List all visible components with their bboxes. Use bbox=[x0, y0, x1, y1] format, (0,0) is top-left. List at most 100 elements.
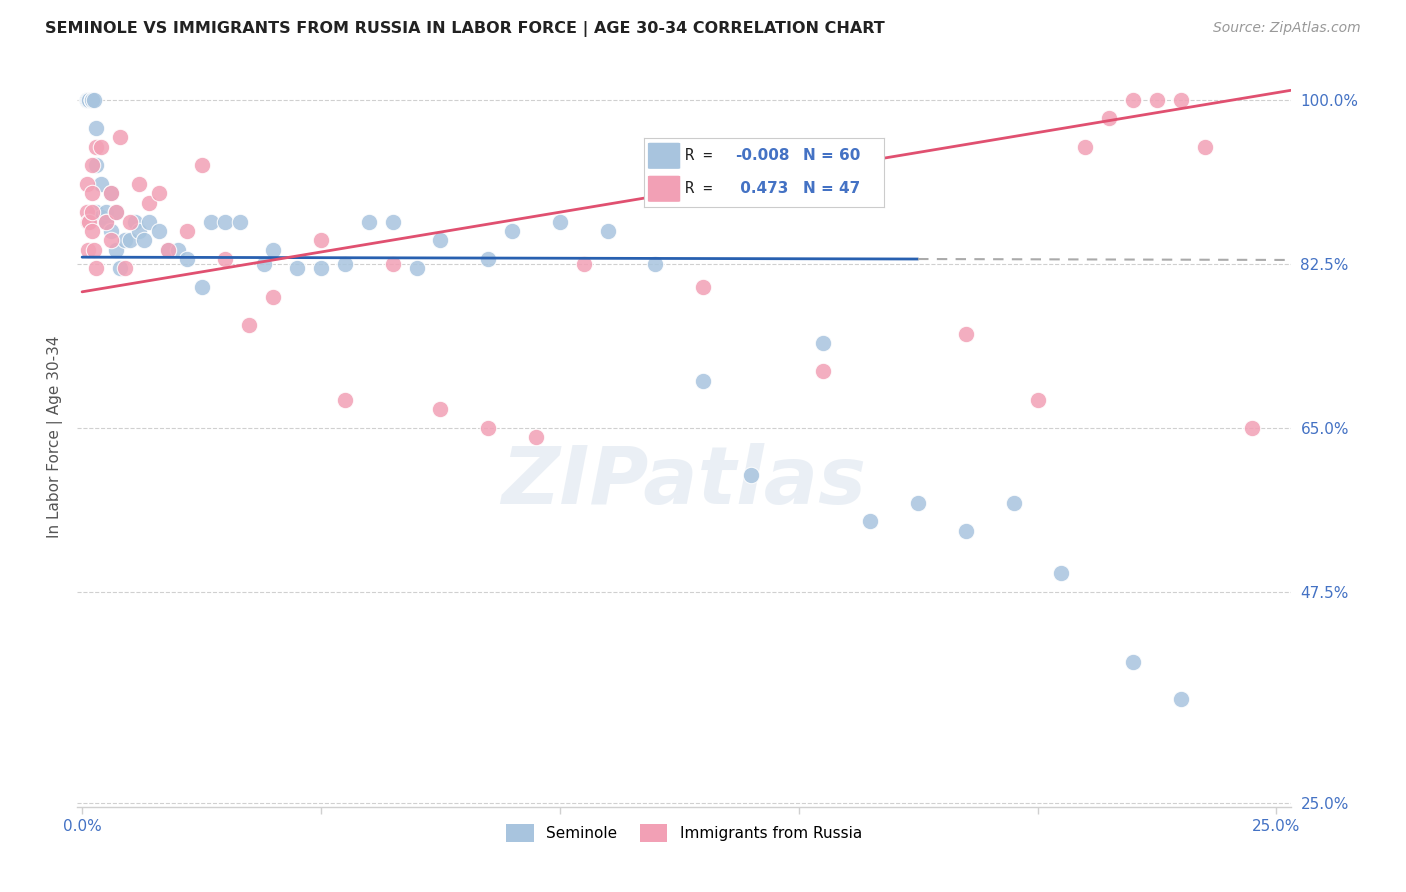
Point bbox=[157, 243, 180, 257]
Point bbox=[77, 93, 100, 107]
Point bbox=[1050, 566, 1073, 580]
Point bbox=[104, 205, 127, 219]
Point bbox=[80, 158, 103, 172]
Point bbox=[907, 496, 929, 510]
Point bbox=[138, 195, 160, 210]
Point bbox=[1170, 692, 1192, 706]
Text: Source: ZipAtlas.com: Source: ZipAtlas.com bbox=[1213, 21, 1361, 36]
Point bbox=[1241, 420, 1264, 434]
Point bbox=[94, 214, 117, 228]
Point bbox=[80, 93, 103, 107]
Point bbox=[110, 130, 132, 145]
Point bbox=[190, 158, 212, 172]
Point bbox=[124, 214, 146, 228]
Point bbox=[110, 261, 132, 276]
Point bbox=[118, 214, 141, 228]
FancyBboxPatch shape bbox=[648, 143, 681, 169]
Point bbox=[955, 524, 977, 538]
Text: N = 60: N = 60 bbox=[803, 148, 860, 163]
Point bbox=[262, 243, 284, 257]
Point bbox=[86, 120, 108, 135]
Point bbox=[1026, 392, 1049, 407]
Point bbox=[405, 261, 427, 276]
Text: SEMINOLE VS IMMIGRANTS FROM RUSSIA IN LABOR FORCE | AGE 30-34 CORRELATION CHART: SEMINOLE VS IMMIGRANTS FROM RUSSIA IN LA… bbox=[45, 21, 884, 37]
Point bbox=[1146, 93, 1168, 107]
Point bbox=[90, 177, 112, 191]
Point bbox=[1194, 139, 1216, 153]
Point bbox=[90, 139, 112, 153]
Point bbox=[176, 224, 198, 238]
Point bbox=[253, 257, 276, 271]
Point bbox=[100, 233, 122, 247]
Text: 0.473: 0.473 bbox=[735, 180, 789, 195]
Text: R =: R = bbox=[685, 148, 721, 163]
Point bbox=[128, 224, 150, 238]
Point bbox=[166, 243, 188, 257]
Point bbox=[955, 326, 977, 341]
Point bbox=[80, 93, 103, 107]
Point bbox=[128, 177, 150, 191]
Point bbox=[381, 257, 404, 271]
Point bbox=[692, 280, 714, 294]
Text: ZIPatlas: ZIPatlas bbox=[502, 442, 866, 521]
Point bbox=[83, 243, 105, 257]
Point bbox=[76, 214, 98, 228]
Text: R =: R = bbox=[685, 180, 731, 195]
Point bbox=[157, 243, 180, 257]
Point bbox=[214, 252, 236, 266]
Point bbox=[548, 214, 571, 228]
Point bbox=[148, 224, 170, 238]
Point bbox=[83, 93, 105, 107]
Point bbox=[1074, 139, 1097, 153]
Point bbox=[76, 177, 98, 191]
Point bbox=[285, 261, 308, 276]
Point bbox=[811, 336, 834, 351]
Point bbox=[86, 261, 108, 276]
Point bbox=[596, 224, 619, 238]
Point bbox=[80, 186, 103, 201]
Point bbox=[357, 214, 380, 228]
Point bbox=[309, 233, 332, 247]
Point bbox=[524, 430, 547, 444]
Point bbox=[229, 214, 252, 228]
Point bbox=[114, 233, 136, 247]
Point bbox=[86, 139, 108, 153]
Text: -0.008: -0.008 bbox=[735, 148, 790, 163]
Point bbox=[86, 205, 108, 219]
Point bbox=[1098, 112, 1121, 126]
Point bbox=[477, 420, 499, 434]
Point bbox=[94, 205, 117, 219]
Point bbox=[80, 93, 103, 107]
Point bbox=[118, 233, 141, 247]
Point bbox=[200, 214, 222, 228]
Point bbox=[238, 318, 260, 332]
Point bbox=[138, 214, 160, 228]
Point bbox=[80, 205, 103, 219]
Point bbox=[114, 261, 136, 276]
Point bbox=[86, 158, 108, 172]
Point bbox=[644, 257, 666, 271]
Point bbox=[429, 233, 451, 247]
Point bbox=[333, 257, 356, 271]
Point bbox=[214, 214, 236, 228]
Point bbox=[1002, 496, 1025, 510]
Point bbox=[262, 289, 284, 303]
Point bbox=[76, 205, 98, 219]
Point bbox=[381, 214, 404, 228]
Point bbox=[572, 257, 595, 271]
Point bbox=[309, 261, 332, 276]
Point bbox=[811, 364, 834, 378]
Point bbox=[104, 205, 127, 219]
Text: N = 47: N = 47 bbox=[803, 180, 859, 195]
Point bbox=[77, 93, 100, 107]
Point bbox=[190, 280, 212, 294]
Point bbox=[80, 93, 103, 107]
Point bbox=[1170, 93, 1192, 107]
Y-axis label: In Labor Force | Age 30-34: In Labor Force | Age 30-34 bbox=[48, 335, 63, 539]
Point bbox=[477, 252, 499, 266]
Legend: Seminole, Immigrants from Russia: Seminole, Immigrants from Russia bbox=[501, 818, 868, 847]
Point bbox=[176, 252, 198, 266]
Point bbox=[429, 401, 451, 416]
Point bbox=[740, 467, 762, 482]
Point bbox=[692, 374, 714, 388]
